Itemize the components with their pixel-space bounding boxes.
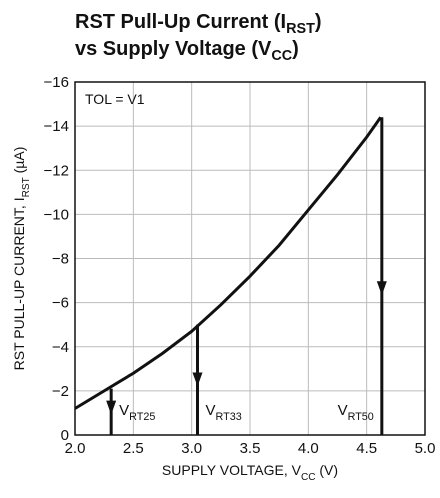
x-axis-label-text: SUPPLY VOLTAGE, V [162,462,302,478]
threshold-label-text: V [119,402,129,419]
y-axis-label-text: RST PULL-UP CURRENT, I [11,197,27,370]
x-axis-label-end: (V) [316,462,339,478]
data-line [74,116,382,410]
x-tick-label: 5.0 [415,440,436,457]
y-tick-label: −12 [44,162,69,179]
y-tick-label: −16 [44,74,69,91]
threshold-label-sub: RT33 [216,411,242,423]
threshold-label: VRT33 [206,402,242,423]
y-tick-label: −14 [44,118,69,135]
x-tick-label: 2.0 [65,440,86,457]
chart-title-end: ) [315,11,322,33]
threshold-label: VRT50 [338,402,374,423]
plot-frame [74,81,426,436]
chart-title-end: ) [292,38,299,60]
x-axis-label-sub: CC [301,472,316,483]
arrow-head [376,281,387,296]
y-tick-label: −10 [44,206,69,223]
chart-title-text: RST Pull-Up Current (I [75,11,286,33]
chart-title-sub: CC [271,48,292,64]
y-tick-label: −4 [52,339,69,356]
threshold-label-sub: RT25 [129,411,155,423]
threshold-label: VRT25 [119,402,155,423]
threshold-label-sub: RT50 [348,411,374,423]
arrow-head [192,372,203,387]
y-axis-label-sub: RST [21,177,32,197]
arrow-head [106,400,117,415]
threshold-label-text: V [338,402,348,419]
chart-title: vs Supply Voltage (VCC) [75,38,299,64]
threshold-label-text: V [206,402,216,419]
chart-title: RST Pull-Up Current (IRST) [75,11,322,37]
y-axis-label-end: (µA) [11,147,27,178]
x-tick-label: 4.0 [298,440,319,457]
y-axis-label: RST PULL-UP CURRENT, IRST (µA) [11,147,32,371]
x-tick-label: 3.5 [240,440,261,457]
y-tick-label: −2 [52,383,69,400]
x-tick-label: 4.5 [356,440,377,457]
y-tick-label: −6 [52,295,69,312]
y-tick-label: 0 [61,427,69,444]
y-tick-label: −8 [52,251,69,268]
x-tick-label: 3.0 [181,440,202,457]
chart-title-text: vs Supply Voltage (V [75,38,272,60]
x-axis-label: SUPPLY VOLTAGE, VCC (V) [162,462,338,483]
x-tick-label: 2.5 [123,440,144,457]
chart-title-sub: RST [286,21,315,37]
annotation: TOL = V1 [85,91,145,107]
